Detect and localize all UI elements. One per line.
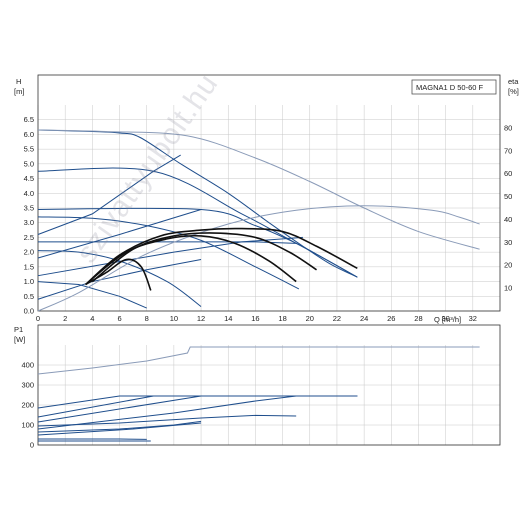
x-tick-label: 22 [333, 314, 341, 323]
y-axis-unit-h: [m] [14, 87, 24, 96]
power-plot-frame [37, 324, 501, 446]
p1-tick-label: 0 [30, 441, 34, 450]
x-tick-label: 2 [63, 314, 67, 323]
x-tick-label: 18 [278, 314, 286, 323]
proportional-pressure-7 [37, 154, 181, 235]
pump-curve-3 [37, 216, 300, 290]
pump-curve-4 [38, 241, 297, 244]
power-line-1 [37, 395, 358, 409]
power-curves [37, 346, 480, 442]
x-tick-label: 32 [469, 314, 477, 323]
y-tick-label: 6.5 [24, 115, 34, 124]
y-tick-label: 2.5 [24, 233, 34, 242]
x-tick-label: 28 [414, 314, 422, 323]
y-tick-label: 0.5 [24, 292, 34, 301]
x-tick-label: 30 [441, 314, 449, 323]
x-axis-label-q: Q [m³/h] [434, 315, 461, 324]
y-tick-label: 4.0 [24, 189, 34, 198]
x-tick-label: 10 [170, 314, 178, 323]
x-tick-label: 24 [360, 314, 368, 323]
x-tick-label: 12 [197, 314, 205, 323]
x-tick-label: 0 [36, 314, 40, 323]
x-tick-label: 14 [224, 314, 232, 323]
y2-tick-label: 10 [504, 284, 512, 293]
p1-tick-label: 100 [21, 421, 34, 430]
y-tick-label: 5.0 [24, 159, 34, 168]
power-line-2 [37, 395, 358, 418]
power-line-3 [37, 395, 358, 423]
y2-tick-label: 80 [504, 123, 512, 132]
p1-tick-label: 300 [21, 381, 34, 390]
y2-tick-label: 50 [504, 192, 512, 201]
eta-bold-13 [85, 227, 358, 286]
head-plot-frame [37, 74, 501, 312]
y2-tick-label: 30 [504, 238, 512, 247]
y2-tick-label: 40 [504, 215, 512, 224]
eta-bold-15 [85, 234, 297, 286]
y-tick-label: 5.5 [24, 145, 34, 154]
power-grid: 0 100 200 300 400 [21, 324, 501, 450]
eta-curve-11 [37, 205, 480, 312]
y-axis-label-p1: P1 [14, 325, 23, 334]
y-tick-label: 1.0 [24, 277, 34, 286]
pump-curve-6 [37, 281, 147, 309]
pump-curve-5 [37, 250, 202, 307]
y-tick-label: 4.5 [24, 174, 34, 183]
p1-tick-label: 200 [21, 401, 34, 410]
y2-tick-label: 20 [504, 261, 512, 270]
power-line-4 [37, 414, 297, 427]
y2-tick-label: 60 [504, 169, 512, 178]
y-axis-label-h: H [16, 77, 21, 86]
max-power-line-0 [37, 346, 480, 375]
proportional-pressure-8 [37, 208, 202, 259]
p1-tick-label: 400 [21, 361, 34, 370]
power-line-6 [37, 420, 202, 433]
pump-curve-0 [37, 129, 358, 278]
y2-axis-unit-eta: [%] [508, 87, 519, 96]
y-tick-label: 0.0 [24, 307, 34, 316]
axis-labels: H [m] eta [%] Q [m³/h] P1 [W] [14, 77, 519, 344]
x-tick-label: 26 [387, 314, 395, 323]
y-tick-label: 3.5 [24, 204, 34, 213]
power-line-7 [37, 422, 202, 436]
proportional-pressure-10 [37, 259, 202, 300]
eta-bold-16 [85, 258, 152, 291]
x-tick-label: 4 [90, 314, 94, 323]
y-tick-label: 1.5 [24, 262, 34, 271]
y-tick-label: 2.0 [24, 248, 34, 257]
chart-title: MAGNA1 D 50-60 F [416, 83, 484, 92]
x-tick-label: 20 [306, 314, 314, 323]
y-tick-label: 6.0 [24, 130, 34, 139]
max-curve-12 [37, 129, 480, 250]
power-line-5 [37, 395, 297, 430]
y2-axis-label-eta: eta [508, 77, 519, 86]
head-grid: 0 2 4 6 8 10 12 14 16 18 20 22 24 26 28 30 320.00.51.01.… [24, 74, 512, 323]
y-axis-unit-p1: [W] [14, 335, 25, 344]
x-tick-label: 16 [251, 314, 259, 323]
x-tick-label: 8 [145, 314, 149, 323]
chart-title-box: MAGNA1 D 50-60 F [411, 79, 497, 95]
y2-tick-label: 70 [504, 146, 512, 155]
y-tick-label: 3.0 [24, 218, 34, 227]
x-tick-label: 6 [117, 314, 121, 323]
head-curves [37, 129, 480, 312]
